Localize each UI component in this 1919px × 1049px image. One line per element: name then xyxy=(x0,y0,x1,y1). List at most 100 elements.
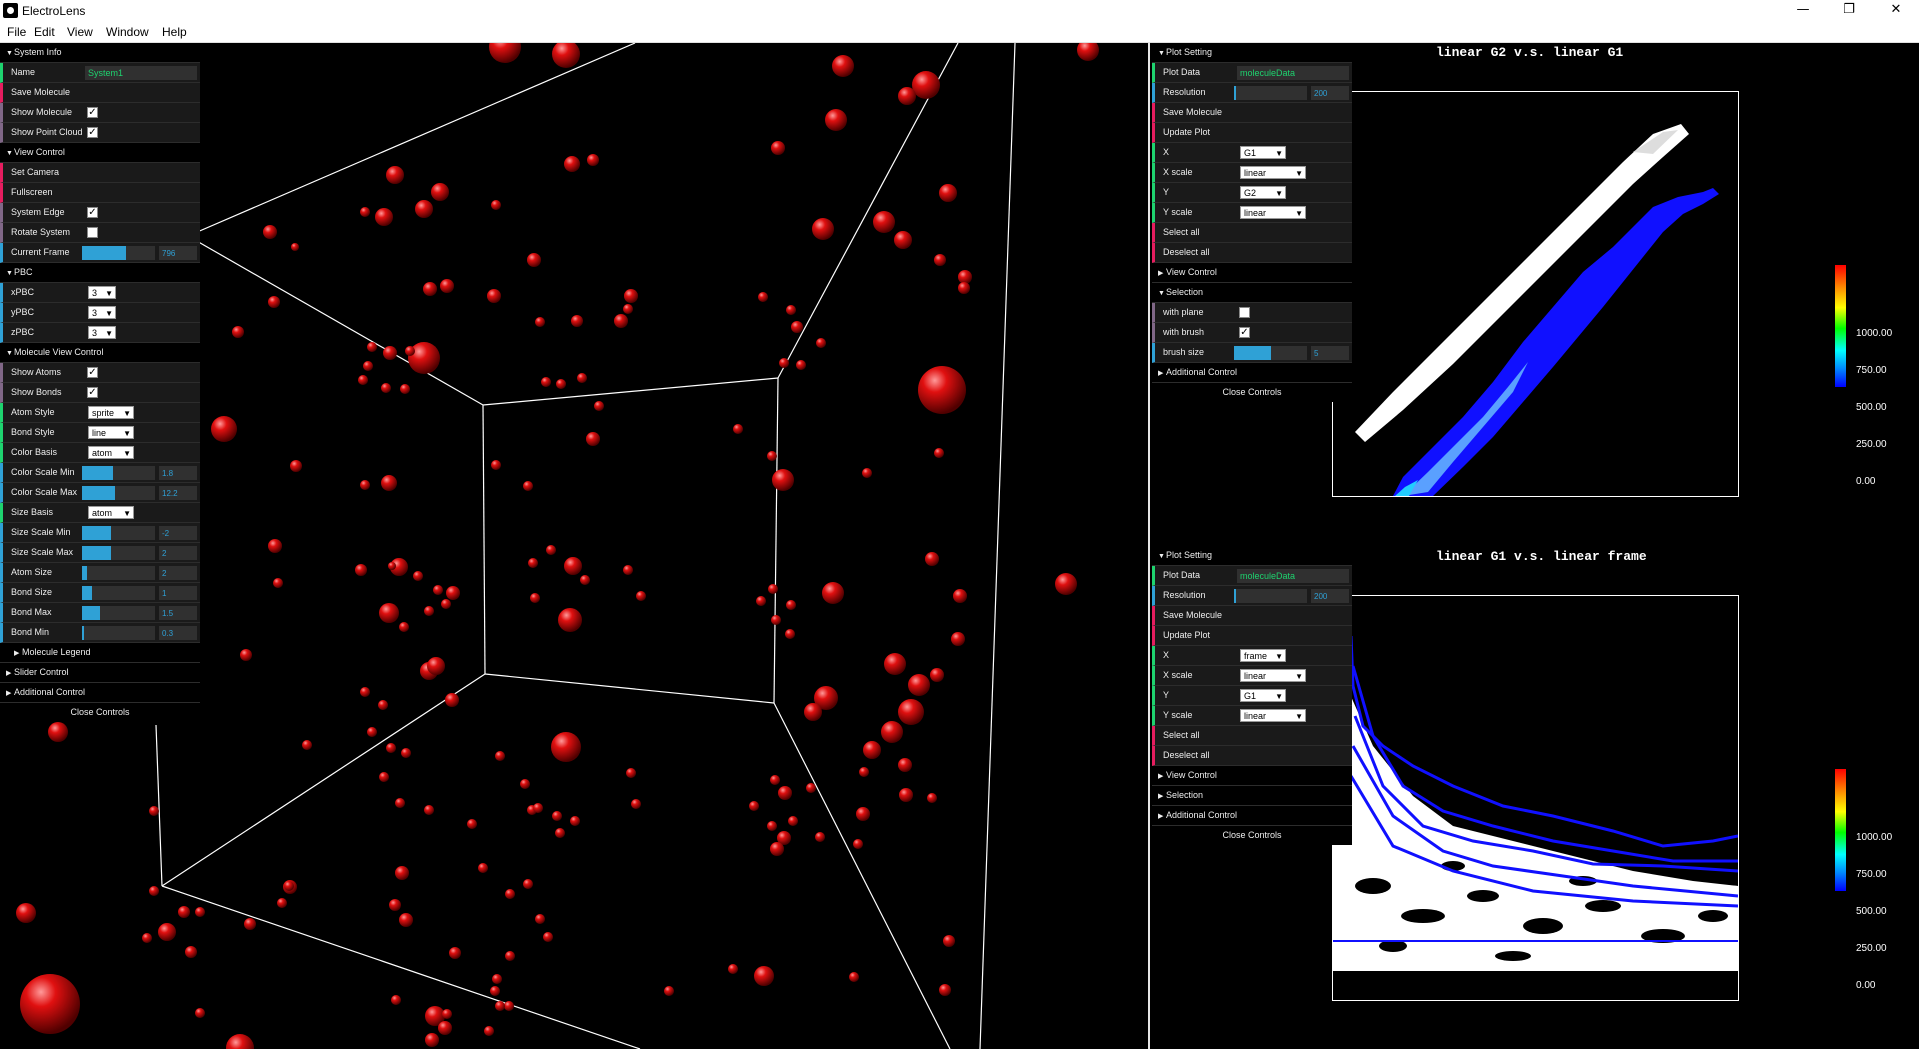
molecule-scene[interactable] xyxy=(0,43,1148,1049)
plot2-plot-data-field[interactable]: moleculeData xyxy=(1237,569,1349,583)
plot1-folder-plot-setting[interactable]: ▼Plot Setting xyxy=(1152,43,1352,63)
bond-size-slider[interactable] xyxy=(82,586,155,600)
plot2-close-controls-button[interactable]: Close Controls xyxy=(1152,826,1352,845)
close-window-button[interactable]: ✕ xyxy=(1890,2,1902,17)
color-scale-min-slider[interactable] xyxy=(82,466,155,480)
bond-max-slider[interactable] xyxy=(82,606,155,620)
menu-window[interactable]: Window xyxy=(106,25,149,39)
plot2-area[interactable] xyxy=(1332,595,1739,1001)
plot1-brush-size-value[interactable]: 5 xyxy=(1311,346,1349,360)
folder-system-info[interactable]: ▼System Info xyxy=(0,43,200,63)
plot2-save-molecule-button[interactable]: Save Molecule xyxy=(1152,606,1352,626)
folder-pbc[interactable]: ▼PBC xyxy=(0,263,200,283)
plot2-resolution-slider[interactable] xyxy=(1234,589,1307,603)
fullscreen-button[interactable]: Fullscreen xyxy=(0,183,200,203)
set-camera-button[interactable]: Set Camera xyxy=(0,163,200,183)
collapse-arrow-icon: ▼ xyxy=(6,150,13,157)
rotate-system-checkbox[interactable] xyxy=(87,227,98,238)
folder-additional-control[interactable]: ▶ Additional Control xyxy=(0,683,200,703)
plot2-x-scale-select[interactable]: linear ▼ xyxy=(1240,669,1306,682)
plot1-x-scale-select[interactable]: linear ▼ xyxy=(1240,166,1306,179)
plot1-with-plane-checkbox[interactable] xyxy=(1239,307,1250,318)
color-scale-max-value[interactable]: 12.2 xyxy=(159,486,197,500)
plot1-update-plot-button[interactable]: Update Plot xyxy=(1152,123,1352,143)
plot2-folder-plot-setting[interactable]: ▼Plot Setting xyxy=(1152,546,1352,566)
atom-sphere xyxy=(806,783,816,793)
plot1-with-brush-checkbox[interactable]: ✓ xyxy=(1239,327,1250,338)
atom-sphere xyxy=(862,468,872,478)
plot1-resolution-slider[interactable] xyxy=(1234,86,1307,100)
color-basis-select[interactable]: atom ▼ xyxy=(88,446,134,459)
current-frame-slider[interactable] xyxy=(82,246,155,260)
plot1-area[interactable] xyxy=(1332,91,1739,497)
plot1-save-molecule-button[interactable]: Save Molecule xyxy=(1152,103,1352,123)
folder-slider-control[interactable]: ▶ Slider Control xyxy=(0,663,200,683)
atom-size-slider[interactable] xyxy=(82,566,155,580)
plot2-y-select[interactable]: G1 ▼ xyxy=(1240,689,1286,702)
show-atoms-checkbox[interactable]: ✓ xyxy=(87,367,98,378)
atom-style-select[interactable]: sprite ▼ xyxy=(88,406,134,419)
save-molecule-button[interactable]: Save Molecule xyxy=(0,83,200,103)
folder-molecule-legend[interactable]: ▶ Molecule Legend xyxy=(0,643,200,663)
plot1-select-all-button[interactable]: Select all xyxy=(1152,223,1352,243)
size-scale-max-value[interactable]: 2 xyxy=(159,546,197,560)
size-scale-min-slider[interactable] xyxy=(82,526,155,540)
show-point-cloud-checkbox[interactable]: ✓ xyxy=(87,127,98,138)
minimize-button[interactable]: — xyxy=(1796,2,1810,17)
plot2-folder-view-control[interactable]: ▶ View Control xyxy=(1152,766,1352,786)
plot1-close-controls-button[interactable]: Close Controls xyxy=(1152,383,1352,402)
plot2-resolution-value[interactable]: 200 xyxy=(1311,589,1349,603)
atom-sphere xyxy=(535,914,545,924)
color-scale-max-slider[interactable] xyxy=(82,486,155,500)
plot2-select-all-button[interactable]: Select all xyxy=(1152,726,1352,746)
name-field[interactable]: System1 xyxy=(85,66,197,80)
folder-view-control[interactable]: ▼View Control xyxy=(0,143,200,163)
atom-sphere xyxy=(363,361,373,371)
plot1-deselect-all-button[interactable]: Deselect all xyxy=(1152,243,1352,263)
bond-min-value[interactable]: 0.3 xyxy=(159,626,197,640)
bond-size-value[interactable]: 1 xyxy=(159,586,197,600)
plot1-heatmap[interactable] xyxy=(1333,92,1738,496)
restore-button[interactable]: ❐ xyxy=(1843,2,1855,17)
size-scale-min-value[interactable]: -2 xyxy=(159,526,197,540)
pane-divider[interactable] xyxy=(1148,43,1150,1049)
show-molecule-checkbox[interactable]: ✓ xyxy=(87,107,98,118)
name-label: Name xyxy=(11,67,36,77)
plot1-brush-size-slider[interactable] xyxy=(1234,346,1307,360)
current-frame-value[interactable]: 796 xyxy=(159,246,197,260)
plot2-x-select[interactable]: frame ▼ xyxy=(1240,649,1286,662)
plot2-deselect-all-button[interactable]: Deselect all xyxy=(1152,746,1352,766)
close-controls-button[interactable]: Close Controls xyxy=(0,703,200,722)
plot2-heatmap[interactable] xyxy=(1333,596,1739,1000)
system-edge-checkbox[interactable]: ✓ xyxy=(87,207,98,218)
show-bonds-checkbox[interactable]: ✓ xyxy=(87,387,98,398)
plot1-plot-data-field[interactable]: moleculeData xyxy=(1237,66,1349,80)
plot2-folder-additional-control[interactable]: ▶ Additional Control xyxy=(1152,806,1352,826)
plot2-update-plot-button[interactable]: Update Plot xyxy=(1152,626,1352,646)
menu-file[interactable]: File xyxy=(7,25,27,39)
menu-view[interactable]: View xyxy=(67,25,93,39)
ypbc-select[interactable]: 3 ▼ xyxy=(88,306,116,319)
bond-style-select[interactable]: line ▼ xyxy=(88,426,134,439)
plot1-x-select[interactable]: G1 ▼ xyxy=(1240,146,1286,159)
plot1-colorbar xyxy=(1835,265,1846,387)
folder-molecule-view-control[interactable]: ▼Molecule View Control xyxy=(0,343,200,363)
plot1-y-scale-select[interactable]: linear ▼ xyxy=(1240,206,1306,219)
plot2-y-scale-select[interactable]: linear ▼ xyxy=(1240,709,1306,722)
atom-size-value[interactable]: 2 xyxy=(159,566,197,580)
bond-min-slider[interactable] xyxy=(82,626,155,640)
plot1-y-select[interactable]: G2 ▼ xyxy=(1240,186,1286,199)
xpbc-select[interactable]: 3 ▼ xyxy=(88,286,116,299)
zpbc-select[interactable]: 3 ▼ xyxy=(88,326,116,339)
plot2-folder-selection[interactable]: ▶ Selection xyxy=(1152,786,1352,806)
plot1-folder-view-control[interactable]: ▶ View Control xyxy=(1152,263,1352,283)
menu-edit[interactable]: Edit xyxy=(34,25,55,39)
size-basis-select[interactable]: atom ▼ xyxy=(88,506,134,519)
plot1-folder-additional-control[interactable]: ▶ Additional Control xyxy=(1152,363,1352,383)
plot1-resolution-value[interactable]: 200 xyxy=(1311,86,1349,100)
plot1-folder-selection[interactable]: ▼Selection xyxy=(1152,283,1352,303)
size-scale-max-slider[interactable] xyxy=(82,546,155,560)
menu-help[interactable]: Help xyxy=(162,25,187,39)
color-scale-min-value[interactable]: 1.8 xyxy=(159,466,197,480)
bond-max-value[interactable]: 1.5 xyxy=(159,606,197,620)
